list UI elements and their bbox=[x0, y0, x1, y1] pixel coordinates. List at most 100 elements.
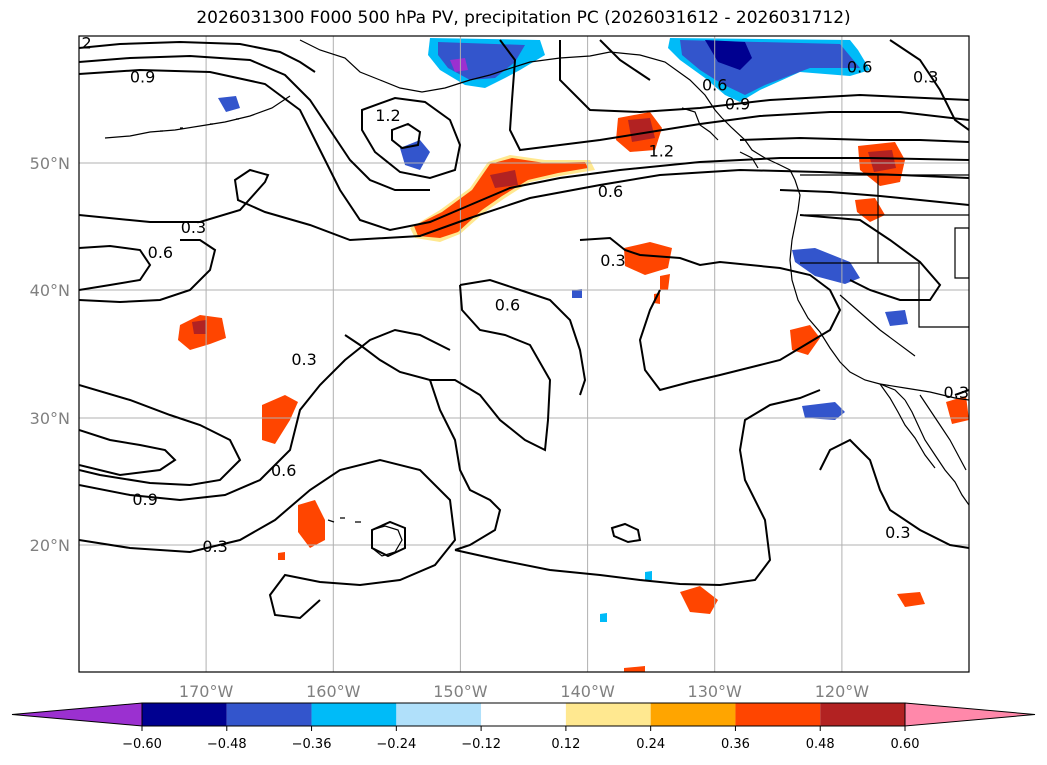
pv-contours bbox=[79, 39, 969, 620]
colorbar-segment bbox=[311, 703, 397, 726]
contour-left-3 bbox=[79, 429, 177, 477]
precip-blue-small-aleutian bbox=[218, 96, 240, 112]
contour-label: 0.3 bbox=[944, 383, 969, 402]
coastline-baja bbox=[904, 399, 969, 506]
precip-blue-baja bbox=[802, 402, 845, 420]
precip-blue-speck-3 bbox=[600, 613, 607, 622]
colorbar-segment bbox=[142, 703, 227, 726]
contour-mid-1 bbox=[79, 168, 969, 242]
contour-left-2 bbox=[79, 384, 242, 487]
contour-mid-2 bbox=[79, 244, 152, 291]
contour-top-2 bbox=[79, 54, 430, 191]
lon-tick-label: 150°W bbox=[433, 682, 488, 701]
precip-orange-baja-east bbox=[946, 396, 969, 424]
colorbar-tick-label: −0.24 bbox=[376, 737, 416, 752]
lat-tick-label: 30°N bbox=[30, 409, 70, 428]
lon-tick-label: 170°W bbox=[179, 682, 234, 701]
precip-orange-bottom-edge bbox=[624, 666, 645, 672]
colorbar-segment bbox=[396, 703, 482, 726]
contour-center-3 bbox=[344, 284, 552, 452]
colorbar-tick-label: 0.36 bbox=[721, 737, 750, 752]
coastline-aleutians-1 bbox=[104, 95, 291, 139]
contour-label: 0.9 bbox=[725, 94, 750, 113]
border-state-3 bbox=[839, 294, 916, 357]
contour-label: 0.3 bbox=[600, 251, 625, 270]
colorbar-tick-label: 0.24 bbox=[636, 737, 665, 752]
contour-center-2 bbox=[459, 278, 587, 396]
contour-label: 0.6 bbox=[271, 461, 296, 480]
colorbar-extend-low bbox=[11, 702, 143, 727]
contour-small-2 bbox=[371, 520, 406, 558]
contour-top-3 bbox=[79, 68, 969, 232]
map-frame bbox=[78, 35, 970, 673]
colorbar-segment bbox=[481, 703, 566, 726]
colorbar-segment bbox=[735, 703, 821, 726]
contour-right-1 bbox=[499, 39, 969, 152]
contour-right-5 bbox=[799, 214, 942, 301]
contour-label: 1.2 bbox=[375, 106, 400, 125]
precip-orange-small-1 bbox=[660, 274, 670, 290]
colorbar-tick-label: −0.12 bbox=[461, 737, 501, 752]
precip-red-band-spot bbox=[490, 170, 518, 188]
map-background bbox=[79, 36, 969, 672]
contour-label: 0.3 bbox=[181, 218, 206, 237]
colorbar-segment bbox=[820, 703, 905, 726]
contour-low-1 bbox=[361, 96, 462, 180]
border-state-5 bbox=[954, 227, 969, 279]
colorbar-segment bbox=[650, 703, 736, 726]
contour-right-3 bbox=[739, 136, 969, 143]
coastline-alaska-south bbox=[469, 51, 723, 119]
precip-orange-band-pacific-core bbox=[414, 158, 588, 238]
graticule bbox=[79, 36, 969, 672]
contour-label: 0.9 bbox=[132, 490, 157, 509]
precip-orange-mexico-sw bbox=[897, 592, 925, 607]
precip-red-bc-core bbox=[628, 118, 655, 142]
contour-label: 0.6 bbox=[847, 58, 872, 77]
precip-orange-sw bbox=[680, 586, 718, 614]
precip-purple-spot bbox=[450, 58, 468, 72]
contour-label: 0.9 bbox=[130, 68, 155, 87]
contour-left-1 bbox=[79, 239, 217, 304]
border-us-mexico bbox=[879, 383, 969, 401]
colorbar-segment bbox=[226, 703, 312, 726]
contour-far-right-1 bbox=[889, 39, 969, 131]
precip-blue-speck-1 bbox=[572, 289, 582, 298]
map-panel: 20.91.20.30.60.60.91.20.60.30.60.30.60.9… bbox=[78, 35, 970, 673]
coastline-aleutians-dots bbox=[160, 118, 239, 132]
map-title: 2026031300 F000 500 hPa PV, precipitatio… bbox=[196, 8, 851, 28]
precip-blue-oregon bbox=[792, 248, 860, 284]
coastline-bc bbox=[721, 117, 801, 241]
lat-tick-label: 40°N bbox=[30, 281, 70, 300]
contour-right-4 bbox=[779, 189, 969, 206]
contour-label: 0.3 bbox=[202, 537, 227, 556]
lon-tick-label: 140°W bbox=[560, 682, 615, 701]
contour-small-1 bbox=[610, 522, 642, 544]
colorbar-frame bbox=[141, 702, 906, 727]
lat-tick-label: 20°N bbox=[30, 536, 70, 555]
lon-tick-label: 160°W bbox=[306, 682, 361, 701]
contour-top-1 bbox=[79, 40, 316, 73]
contour-label: 0.6 bbox=[148, 243, 173, 262]
contour-low-2 bbox=[391, 122, 422, 150]
contour-center-1 bbox=[579, 236, 842, 392]
coastline-gulf-california bbox=[919, 394, 967, 471]
colorbar-tick-label: −0.60 bbox=[122, 737, 162, 752]
colorbar-segment bbox=[565, 703, 651, 726]
precip-orange-cal bbox=[790, 325, 820, 355]
border-state-2 bbox=[800, 262, 969, 328]
precip-blue-speck-2 bbox=[645, 571, 652, 580]
lat-axis: 50°N 40°N 30°N 20°N bbox=[30, 154, 70, 555]
coastline-alaska-peninsula bbox=[299, 39, 471, 93]
coastline-baja-west bbox=[879, 383, 936, 469]
precip-blue-california bbox=[885, 310, 908, 326]
colorbar-tick-label: 0.60 bbox=[891, 737, 920, 752]
precip-orange-west-2 bbox=[262, 395, 298, 444]
contour-label: 0.6 bbox=[598, 182, 623, 201]
contour-bottom-1 bbox=[454, 389, 821, 587]
colorbar-tick-label: −0.36 bbox=[292, 737, 332, 752]
contour-center-4 bbox=[429, 379, 502, 551]
colorbar: −0.60 −0.48 −0.36 −0.24 −0.12 0.12 0.24 0.36 0.4… bbox=[11, 702, 1036, 752]
colorbar-extend-high bbox=[904, 702, 1036, 727]
colorbar-tick-label: 0.48 bbox=[806, 737, 835, 752]
contour-left-4 bbox=[79, 328, 451, 502]
